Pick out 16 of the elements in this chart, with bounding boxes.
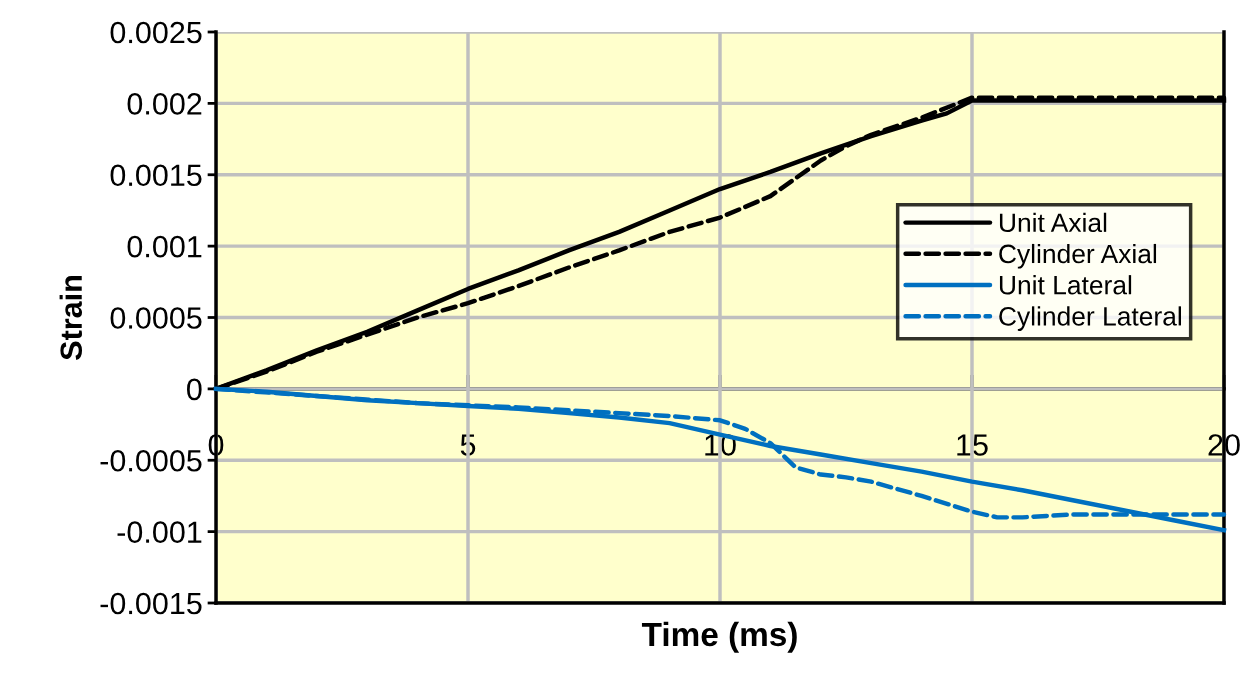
legend-label: Cylinder Axial bbox=[999, 243, 1157, 269]
y-tick-label: 0.002 bbox=[127, 93, 202, 115]
x-axis-title: Time (ms) bbox=[641, 621, 797, 653]
y-tick-label: -0.0015 bbox=[100, 592, 202, 615]
y-tick-label: 0.001 bbox=[127, 235, 202, 258]
y-tick-label: 0.0025 bbox=[110, 21, 202, 44]
legend-label: Unit Axial bbox=[999, 212, 1107, 233]
y-tick-label: 0.0005 bbox=[110, 307, 202, 329]
x-tick-label: 15 bbox=[957, 434, 988, 456]
y-tick-label: 0 bbox=[187, 378, 202, 401]
y-tick-label: -0.0005 bbox=[100, 449, 202, 472]
y-axis-title: Strain bbox=[59, 276, 83, 360]
legend-label: Cylinder Lateral bbox=[999, 306, 1181, 331]
legend-label: Unit Lateral bbox=[999, 275, 1132, 295]
y-tick-label: -0.001 bbox=[117, 521, 202, 543]
y-tick-label: 0.0015 bbox=[110, 164, 202, 187]
